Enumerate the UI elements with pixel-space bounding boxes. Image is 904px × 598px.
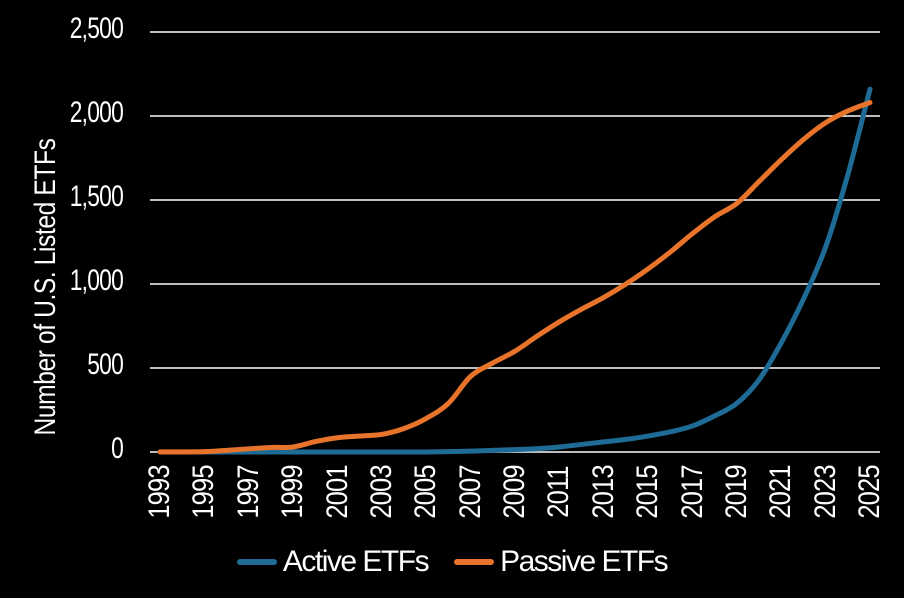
x-tick-label: 2019 [719,465,753,519]
legend-label-passive-etfs: Passive ETFs [500,545,669,578]
x-tick-label: 2015 [631,465,665,519]
x-tick-label: 1993 [143,465,176,519]
legend: Active ETFs Passive ETFs [0,545,904,579]
x-tick-label: 2003 [364,465,398,519]
x-tick-label: 2017 [675,465,709,519]
x-tick-label: 2013 [586,465,620,519]
x-tick-label: 1995 [187,465,221,519]
x-tick-label: 2005 [409,465,443,519]
x-tick-label: 2011 [542,466,576,518]
y-tick-label: 2,500 [69,12,124,45]
legend-item-passive-etfs: Passive ETFs [454,545,669,579]
y-tick-label: 2,000 [69,96,124,129]
x-tick-label: 2009 [498,465,531,519]
x-tick-label: 2021 [764,465,798,519]
x-tick-label: 1999 [276,465,310,519]
y-tick-label: 0 [111,432,124,465]
y-tick-label: 1,000 [69,264,124,297]
passive-etfs-line-swatch [454,559,495,565]
active-etfs-line-swatch [236,559,277,565]
x-tick-label: 2007 [453,465,487,519]
legend-item-active-etfs: Active ETFs [236,545,430,579]
x-tick-label: 2025 [853,465,886,519]
y-tick-label: 1,500 [69,180,124,213]
legend-label-active-etfs: Active ETFs [282,545,430,578]
x-tick-label: 2023 [808,465,842,519]
active-etfs-line [157,86,873,455]
x-tick-label: 1997 [231,465,265,519]
x-tick-label: 2001 [320,465,354,519]
y-tick-label: 500 [87,348,124,381]
passive-etfs-line [157,100,873,455]
